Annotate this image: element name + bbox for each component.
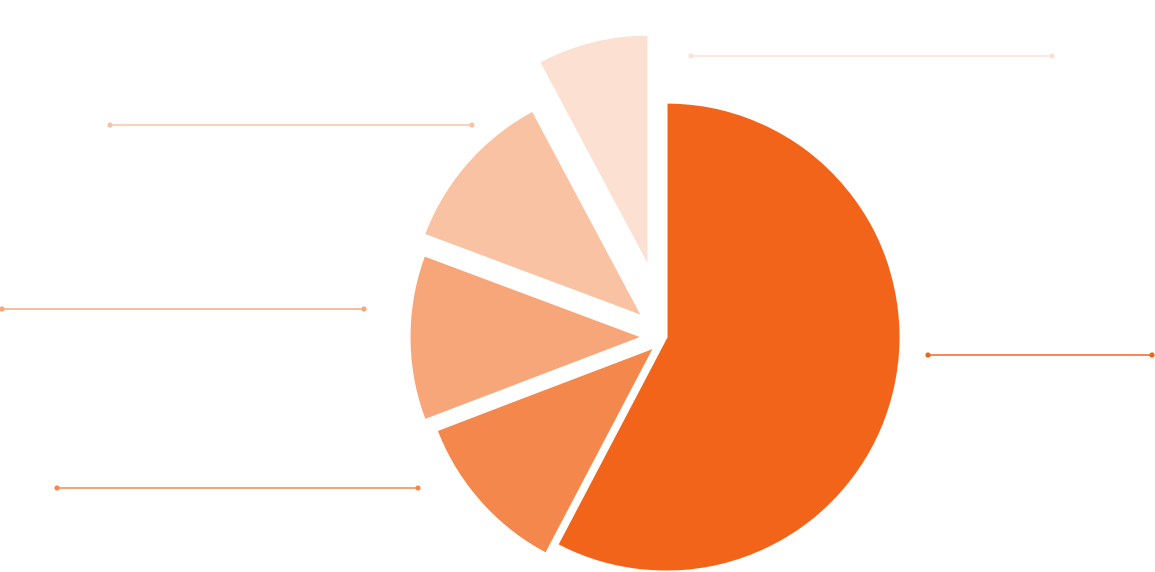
pie-slice-3 (407, 253, 646, 423)
callout-dot-5-1 (688, 53, 694, 59)
callout-dot-2-1 (54, 485, 60, 491)
callout-dot-3-1 (0, 306, 5, 312)
callout-line-1 (925, 352, 1155, 358)
callout-dot-5-2 (1049, 53, 1055, 59)
callout-dot-2-2 (415, 485, 421, 491)
callout-dot-4-2 (469, 122, 475, 128)
callout-dot-1-2 (1149, 352, 1155, 358)
callout-line-2 (54, 485, 421, 491)
callout-dot-3-2 (361, 306, 367, 312)
callout-line-4 (107, 122, 475, 128)
callout-dot-4-1 (107, 122, 113, 128)
pie-slice-2 (434, 344, 658, 556)
callout-dot-1-1 (925, 352, 931, 358)
pie-slice-4 (421, 108, 645, 319)
pie-slice-5 (536, 32, 651, 271)
callout-line-5 (688, 53, 1055, 59)
callout-line-3 (0, 306, 367, 312)
